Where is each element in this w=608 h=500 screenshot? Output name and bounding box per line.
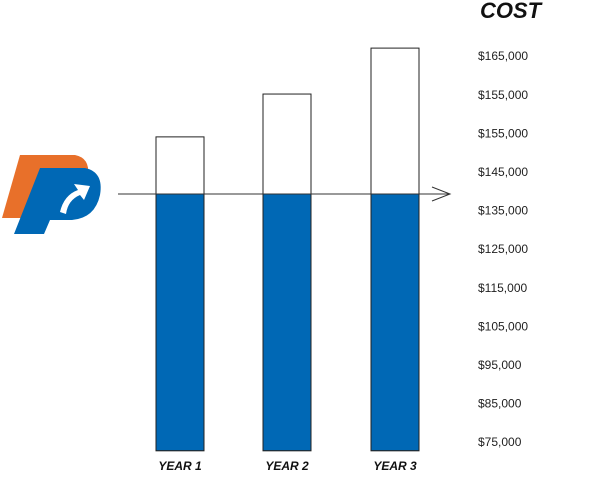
y-tick-label: $105,000 bbox=[478, 319, 528, 333]
y-tick-label: $115,000 bbox=[478, 281, 527, 295]
y-tick-label: $155,000 bbox=[478, 126, 528, 140]
x-tick-label: YEAR 1 bbox=[158, 459, 202, 473]
x-tick-label: YEAR 2 bbox=[265, 459, 309, 473]
y-tick-label: $135,000 bbox=[478, 204, 528, 218]
bar bbox=[155, 193, 205, 452]
y-tick-label: $165,000 bbox=[478, 49, 528, 63]
y-tick-label: $125,000 bbox=[478, 242, 528, 256]
logo bbox=[2, 155, 101, 234]
y-tick-label: $75,000 bbox=[478, 435, 522, 449]
chart-title: COST bbox=[480, 0, 543, 23]
bar bbox=[370, 193, 420, 452]
y-tick-label: $155,000 bbox=[478, 88, 528, 102]
x-tick-label: YEAR 3 bbox=[373, 459, 417, 473]
y-tick-label: $95,000 bbox=[478, 358, 522, 372]
y-tick-label: $145,000 bbox=[478, 165, 528, 179]
y-tick-label: $85,000 bbox=[478, 397, 522, 411]
arrow-head bbox=[431, 186, 452, 202]
bar bbox=[262, 193, 312, 452]
